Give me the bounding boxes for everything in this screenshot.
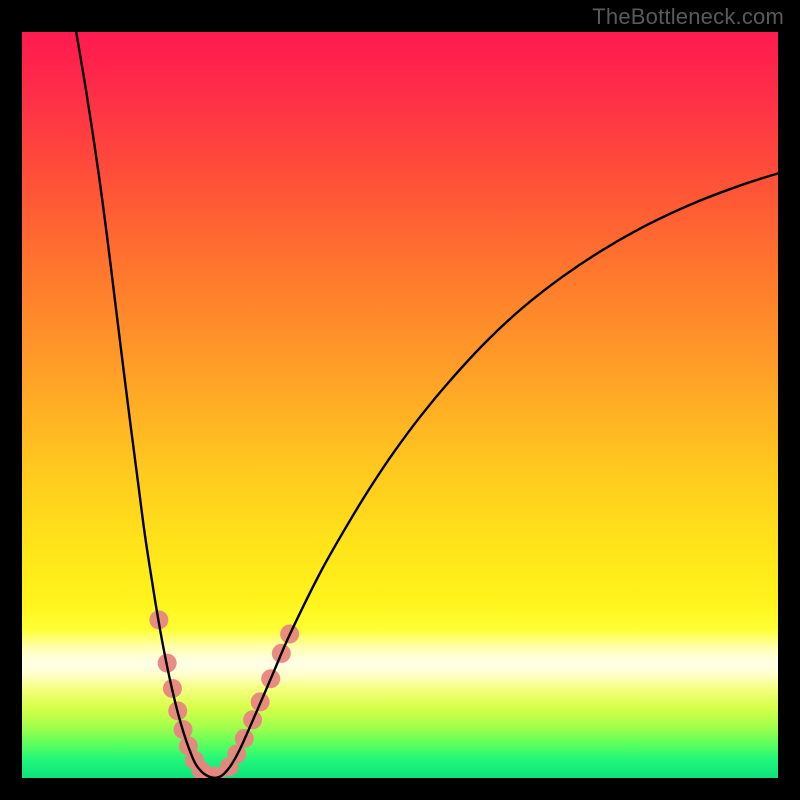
plot-area [22, 32, 778, 778]
curve-overlay [22, 32, 778, 778]
left-curve [75, 32, 215, 778]
right-curve [215, 172, 778, 778]
watermark-text: TheBottleneck.com [592, 4, 784, 30]
